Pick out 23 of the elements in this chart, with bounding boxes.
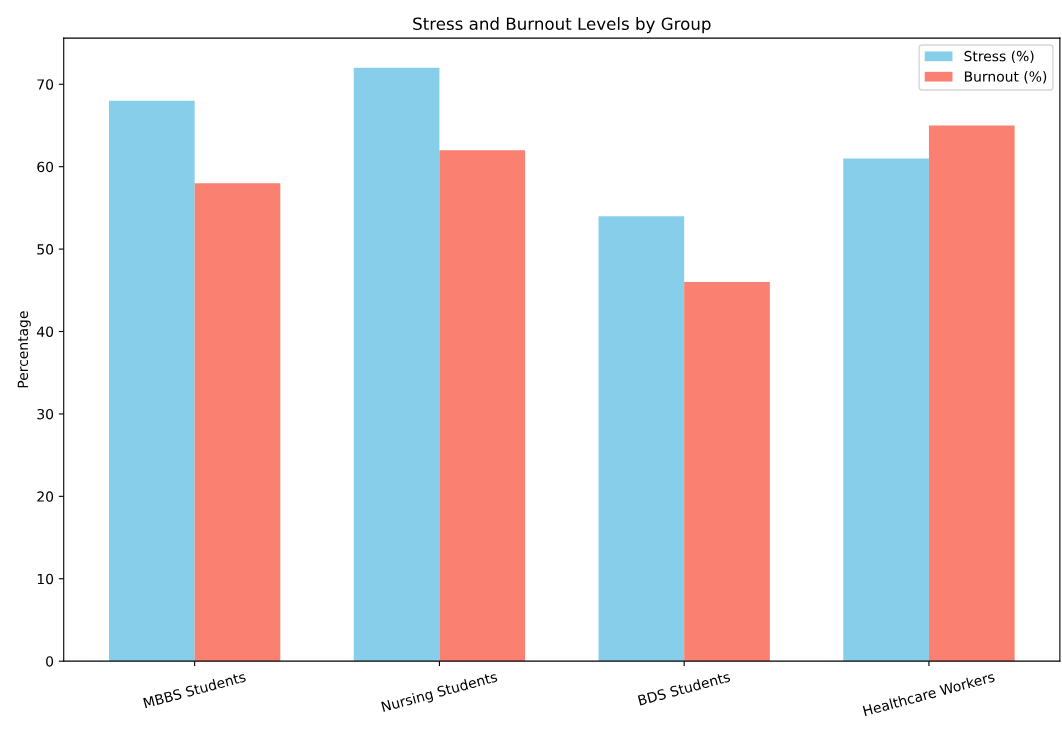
y-tick-label: 50: [37, 244, 54, 255]
y-tick-label: 20: [37, 491, 54, 502]
bar: [353, 67, 440, 662]
y-axis-title: Percentage: [17, 311, 31, 388]
legend-label: Stress (%): [964, 50, 1034, 63]
y-tick-label: 30: [37, 408, 54, 420]
legend-label: Burnout (%): [964, 71, 1047, 84]
bar: [598, 216, 685, 662]
bar: [843, 158, 929, 662]
bar: [194, 183, 281, 662]
bar: [439, 150, 526, 662]
y-tick-label: 10: [37, 573, 54, 585]
y-tick-label: 60: [37, 161, 54, 173]
y-tick-label: 40: [37, 326, 54, 337]
y-tick-label: 0: [46, 656, 54, 667]
x-tick-label: MBBS Students: [143, 671, 247, 709]
x-tick-label: BDS Students: [637, 671, 731, 706]
bar: [109, 100, 195, 662]
y-tick-label: 70: [37, 79, 54, 90]
bar: [928, 125, 1015, 662]
chart-title: Stress and Burnout Levels by Group: [413, 17, 711, 34]
bar: [684, 282, 770, 662]
x-tick-label: Nursing Students: [381, 671, 499, 715]
